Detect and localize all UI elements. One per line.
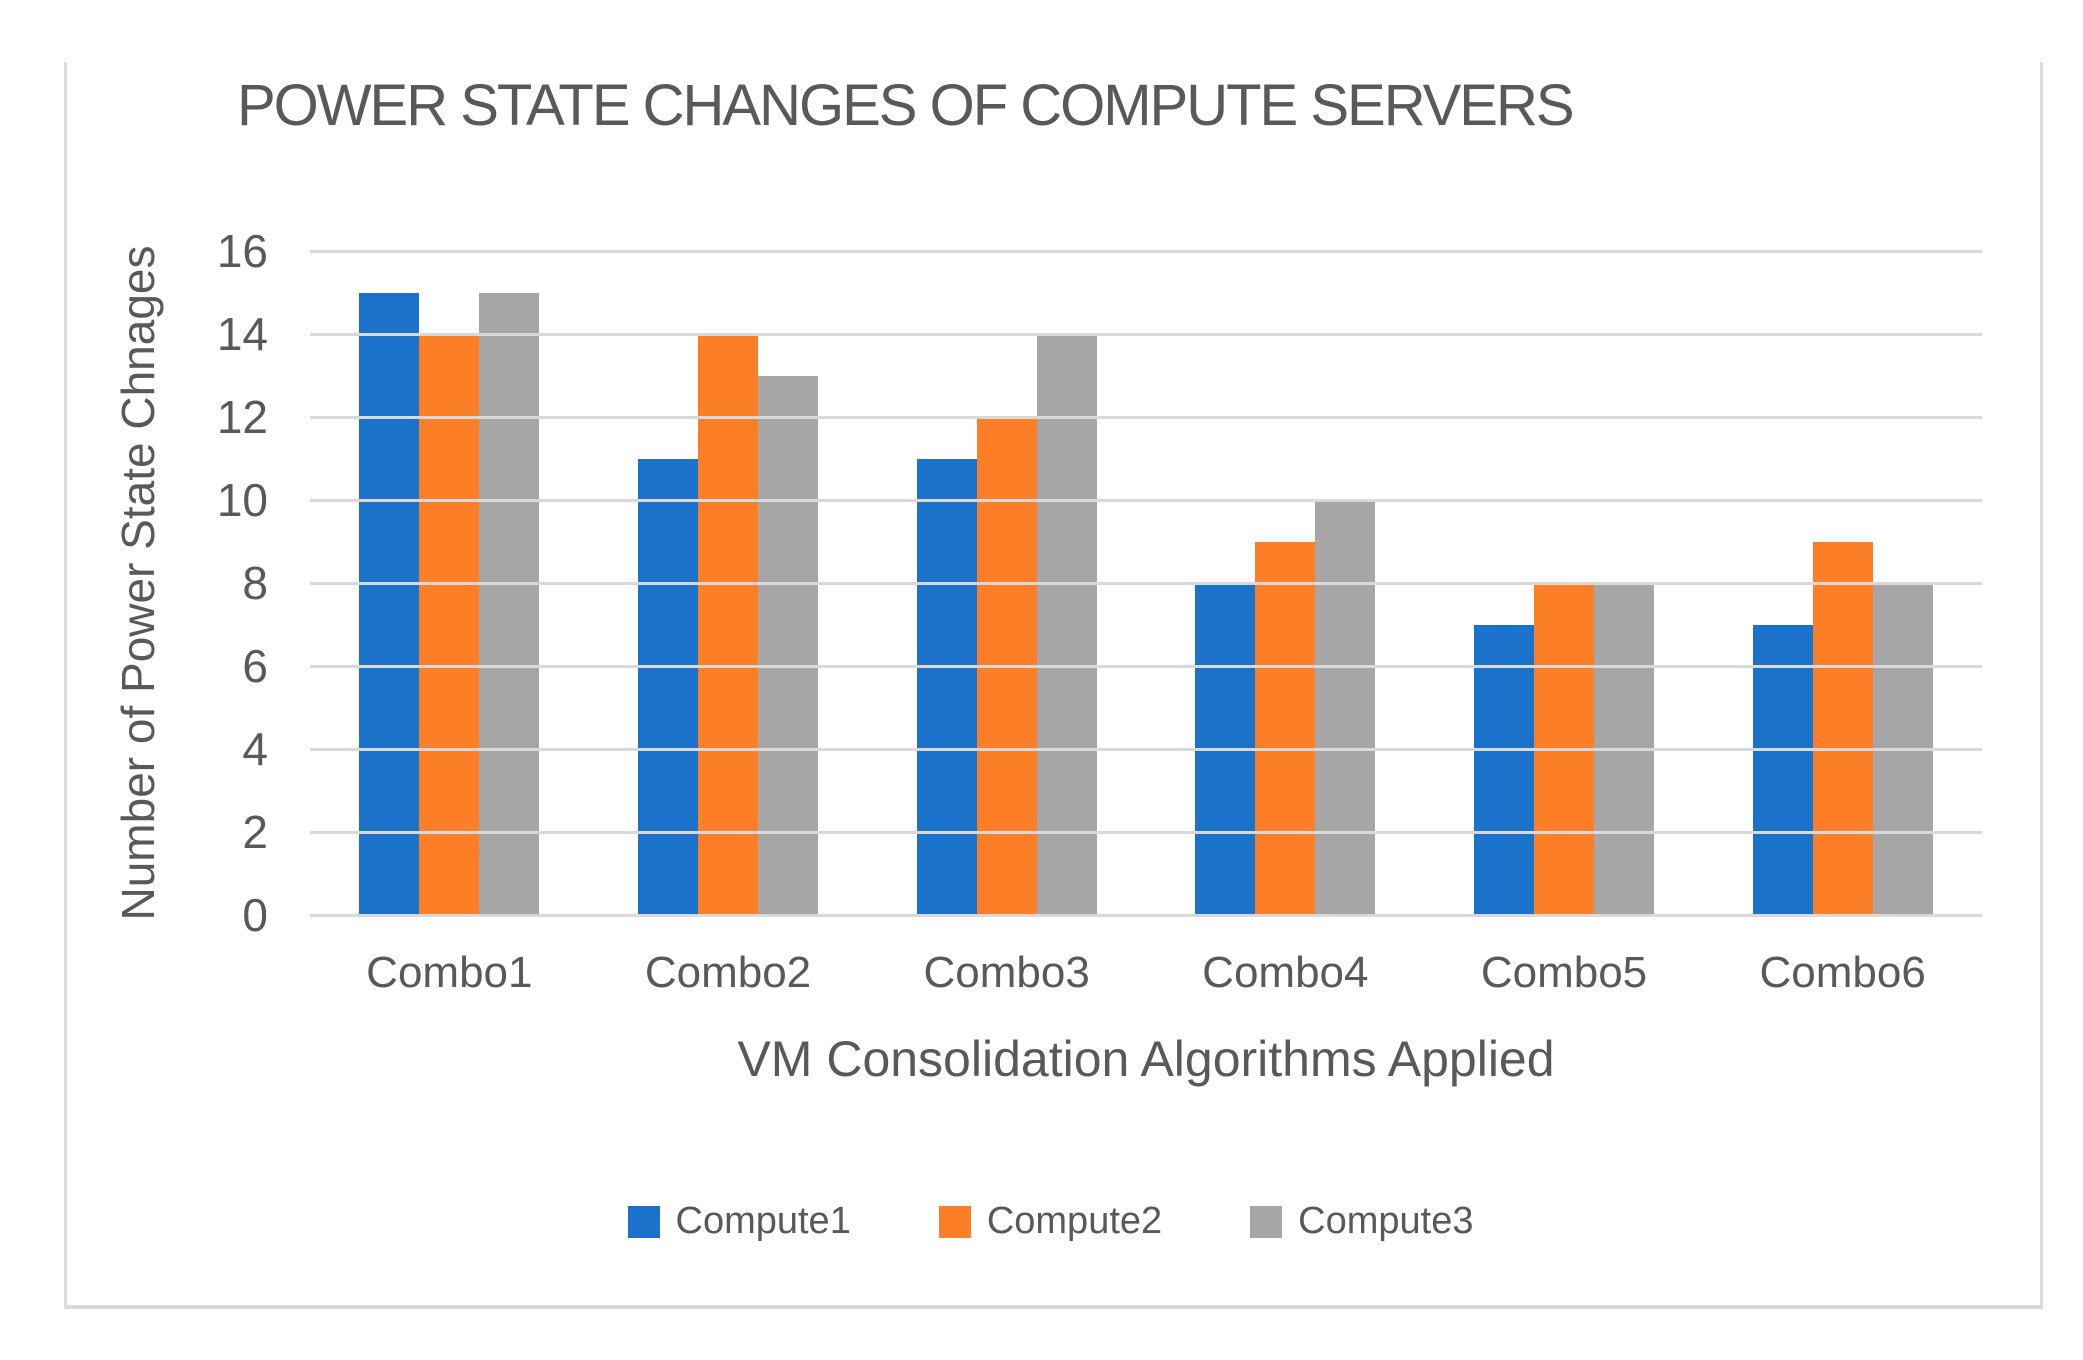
bar-compute3-combo4 xyxy=(1315,500,1376,915)
legend-item-compute3: Compute3 xyxy=(1250,1200,1473,1243)
gridline-y-6 xyxy=(310,665,1982,668)
gridline-y-4 xyxy=(310,748,1982,751)
x-tick-label-combo2: Combo2 xyxy=(644,948,812,997)
y-tick-label-4: 4 xyxy=(242,723,268,775)
legend-label-compute3: Compute3 xyxy=(1298,1200,1474,1242)
legend-label-compute1: Compute1 xyxy=(675,1200,851,1242)
bar-compute2-combo1 xyxy=(419,334,480,915)
legend-label-compute2: Compute2 xyxy=(986,1200,1163,1242)
gridline-y-0 xyxy=(310,914,1982,917)
bar-compute3-combo3 xyxy=(1036,334,1097,915)
bar-compute1-combo3 xyxy=(916,458,977,915)
bar-compute1-combo5 xyxy=(1474,624,1535,915)
legend-swatch-compute1 xyxy=(627,1205,660,1238)
bar-compute3-combo2 xyxy=(758,375,818,915)
legend: Compute1 Compute2 Compute3 xyxy=(64,1200,2037,1243)
x-tick-label-combo5: Combo5 xyxy=(1480,948,1648,997)
x-tick-label-combo4: Combo4 xyxy=(1202,948,1369,997)
bar-compute2-combo4 xyxy=(1255,541,1316,915)
gridline-y-10 xyxy=(310,499,1982,502)
y-tick-label-16: 16 xyxy=(216,225,268,277)
y-tick-label-0: 0 xyxy=(242,889,268,941)
bar-compute1-combo1 xyxy=(359,292,420,915)
bar-compute2-combo2 xyxy=(698,334,758,915)
y-tick-label-14: 14 xyxy=(216,308,268,360)
x-tick-label-combo6: Combo6 xyxy=(1759,948,1926,997)
y-tick-label-12: 12 xyxy=(216,391,268,443)
bar-compute1-combo6 xyxy=(1752,624,1813,915)
bar-group-combo1 xyxy=(310,251,589,915)
bar-compute1-combo2 xyxy=(638,458,698,915)
plot-area xyxy=(310,250,1982,917)
bar-group-combo2 xyxy=(589,251,868,915)
y-tick-label-6: 6 xyxy=(242,640,268,692)
legend-item-compute2: Compute2 xyxy=(938,1200,1163,1243)
legend-swatch-compute3 xyxy=(1250,1205,1283,1238)
gridline-y-2 xyxy=(310,831,1982,834)
chart-title: POWER STATE CHANGES OF COMPUTE SERVERS xyxy=(237,73,1575,138)
gridline-y-16 xyxy=(310,250,1982,253)
bar-compute2-combo6 xyxy=(1812,541,1873,915)
gridline-y-14 xyxy=(310,333,1982,336)
legend-item-compute1: Compute1 xyxy=(627,1200,851,1243)
bar-groups xyxy=(310,251,1982,915)
gridline-y-8 xyxy=(310,582,1982,585)
bar-compute3-combo1 xyxy=(479,292,540,915)
legend-swatch-compute2 xyxy=(938,1205,971,1238)
y-tick-label-10: 10 xyxy=(216,474,268,526)
y-tick-label-2: 2 xyxy=(242,806,268,858)
x-axis-title: VM Consolidation Algorithms Applied xyxy=(737,1031,1555,1087)
x-tick-label-combo3: Combo3 xyxy=(923,948,1090,997)
x-tick-label-combo1: Combo1 xyxy=(366,948,533,997)
y-tick-label-8: 8 xyxy=(242,557,268,609)
y-axis-title: Number of Power State Chnages xyxy=(112,245,164,921)
gridline-y-12 xyxy=(310,416,1982,419)
